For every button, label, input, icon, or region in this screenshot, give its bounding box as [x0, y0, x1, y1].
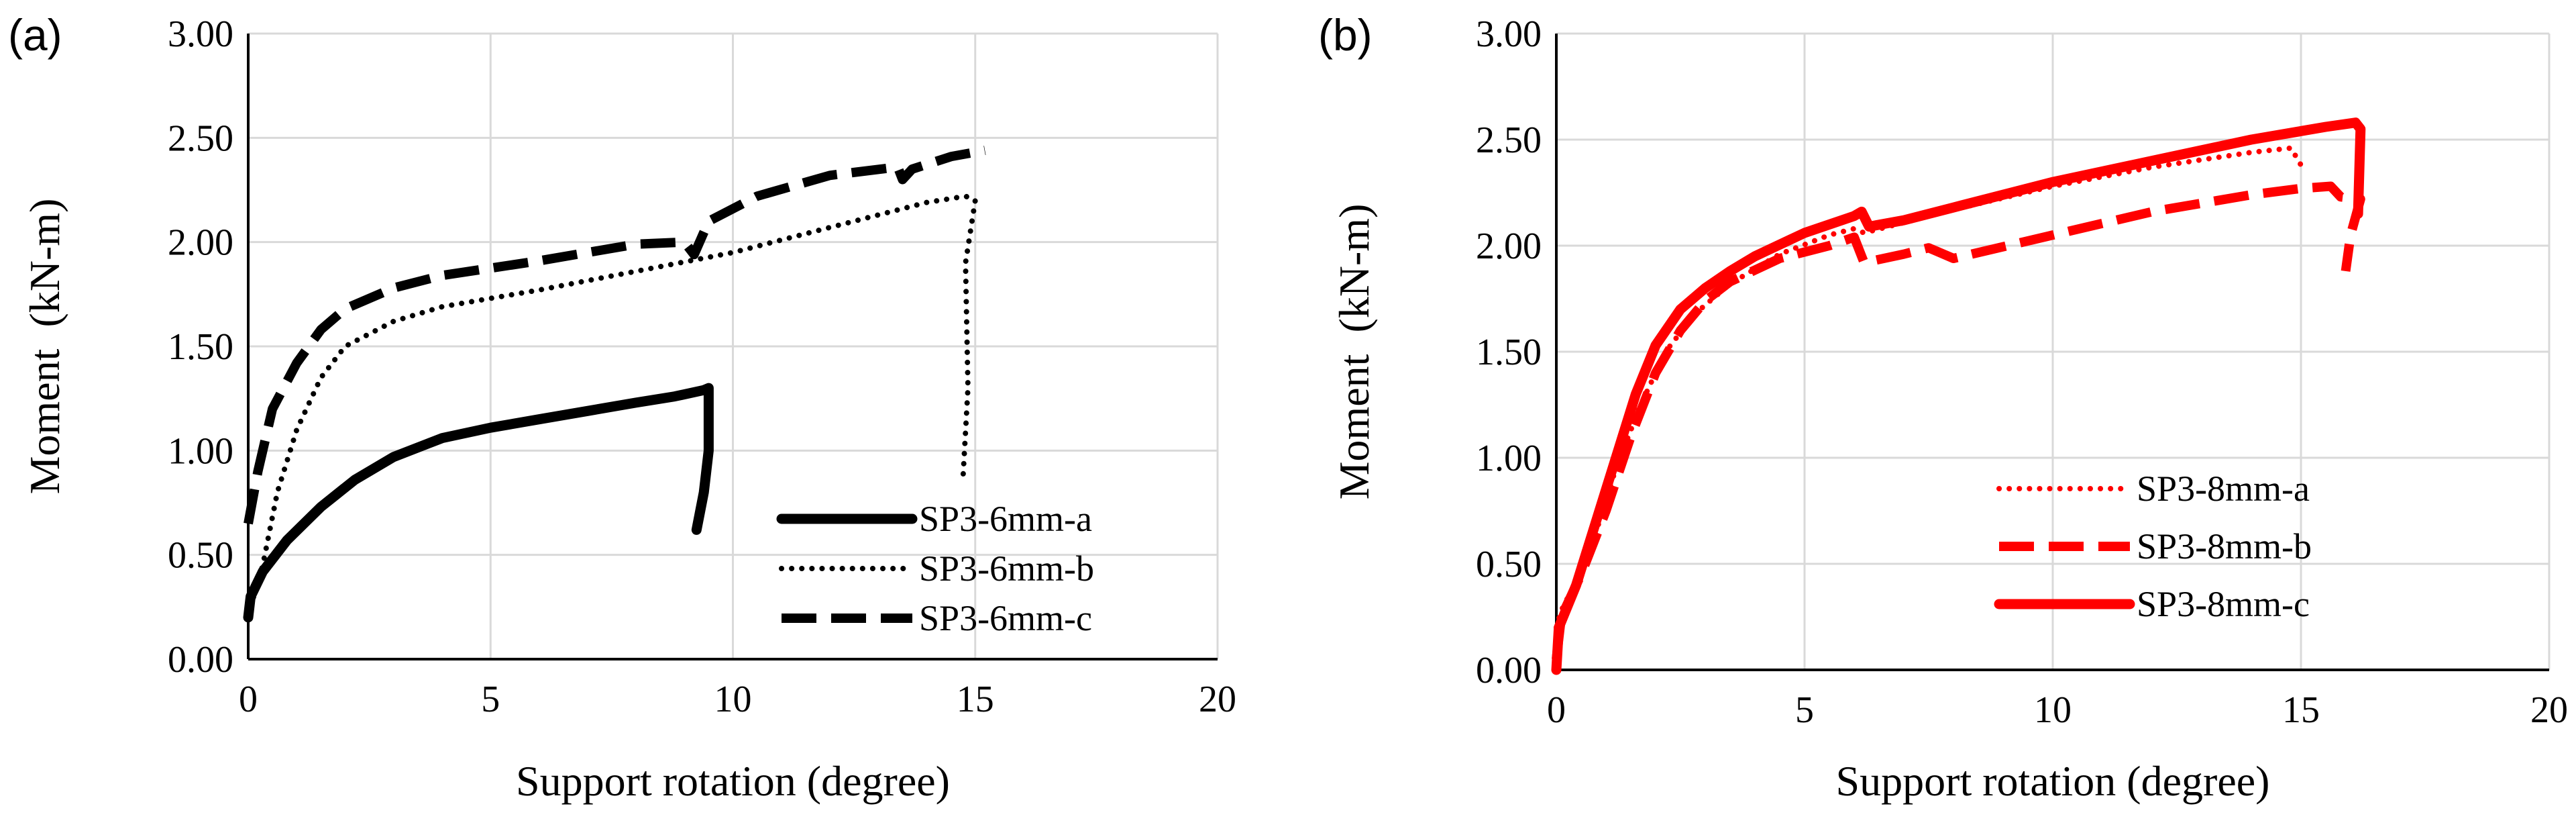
y-tick-label: 1.00 — [1476, 438, 1542, 479]
y-tick-label: 0.50 — [168, 535, 233, 577]
legend-label: SP3-8mm-a — [2137, 469, 2310, 509]
y-tick-label: 2.50 — [168, 117, 233, 159]
legend-label: SP3-8mm-b — [2137, 526, 2312, 567]
y-tick-label: 3.00 — [168, 13, 233, 55]
legend-label: SP3-8mm-c — [2137, 584, 2310, 624]
legend-label: SP3-6mm-c — [919, 598, 1092, 638]
legend-label: SP3-6mm-a — [919, 499, 1092, 539]
x-axis-title: Support rotation (degree) — [1836, 757, 2270, 805]
x-tick-label: 20 — [1199, 679, 1236, 720]
x-tick-label: 0 — [239, 679, 258, 720]
x-tick-label: 20 — [2530, 689, 2568, 731]
chart-panel-a: 0.00 0.50 1.00 1.50 2.00 2.50 3.00 0 5 10 20 15Supp… — [8, 10, 1236, 805]
y-tick-label: 1.00 — [168, 430, 233, 472]
x-tick-label: 15 — [957, 679, 994, 720]
legend-label: SP3-6mm-b — [919, 548, 1094, 589]
y-axis-title: Moment (kN-m) — [21, 199, 68, 495]
y-tick-label: 1.50 — [1476, 332, 1542, 373]
y-tick-label: 0.00 — [168, 639, 233, 681]
x-tick-label: 0 — [1547, 689, 1566, 731]
y-axis-title: Moment (kN-m) — [1330, 204, 1378, 500]
y-tick-label: 2.50 — [1476, 119, 1542, 161]
panel-label: (b) — [1318, 10, 1373, 60]
x-tick-label: 5 — [481, 679, 500, 720]
y-tick-label: 2.00 — [1476, 226, 1542, 267]
chart-panel-b: 0.00 0.50 1.00 1.50 2.00 2.50 3.00 0 5 10 15 20 Supp… — [1318, 10, 2568, 805]
x-tick-label: 10 — [714, 679, 752, 720]
series-line-SP3-6mm-b — [248, 193, 978, 610]
y-tick-label: 0.00 — [1476, 650, 1542, 691]
x-tick-label: 5 — [1795, 689, 1814, 731]
panel-label: (a) — [8, 10, 62, 60]
series-line-SP3-6mm-c — [244, 146, 986, 525]
x-axis-title: Support rotation (degree) — [516, 757, 950, 805]
x-tick-label: 10 — [2034, 689, 2072, 731]
y-tick-label: 3.00 — [1476, 13, 1542, 55]
y-tick-label: 1.50 — [168, 326, 233, 368]
x-tick-label: 15 — [2282, 689, 2320, 731]
series-line-SP3-8mm-c — [1551, 117, 2366, 675]
series-line-SP3-6mm-a — [243, 383, 714, 623]
y-tick-label: 0.50 — [1476, 544, 1542, 585]
y-tick-label: 2.00 — [168, 222, 233, 264]
series-line-SP3-8mm-b — [1552, 181, 2365, 660]
